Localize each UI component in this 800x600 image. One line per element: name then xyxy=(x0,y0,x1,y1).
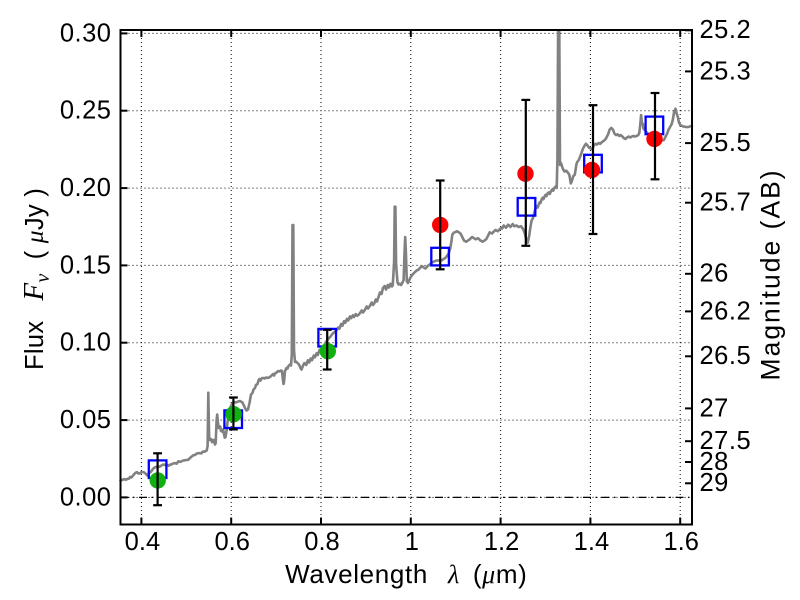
svg-text:0.25: 0.25 xyxy=(60,97,112,125)
svg-text:1: 1 xyxy=(405,528,419,556)
svg-text:25.5: 25.5 xyxy=(700,129,752,157)
svg-text:0.4: 0.4 xyxy=(125,528,160,556)
svg-text:0.05: 0.05 xyxy=(60,406,112,434)
svg-text:25.7: 25.7 xyxy=(700,189,752,217)
svg-text:1.2: 1.2 xyxy=(484,528,519,556)
svg-text:26.5: 26.5 xyxy=(700,342,752,370)
svg-text:0.15: 0.15 xyxy=(60,251,112,279)
svg-text:0.30: 0.30 xyxy=(60,19,112,47)
svg-text:27.5: 27.5 xyxy=(700,427,752,455)
svg-text:26: 26 xyxy=(700,260,729,288)
svg-text:1.6: 1.6 xyxy=(663,528,698,556)
svg-text:26.2: 26.2 xyxy=(700,297,752,325)
svg-text:25.3: 25.3 xyxy=(700,57,752,85)
svg-text:25.2: 25.2 xyxy=(700,16,752,44)
svg-text:0.8: 0.8 xyxy=(304,528,339,556)
svg-text:0.00: 0.00 xyxy=(60,483,112,511)
svg-text:FluxFν( μJy ): FluxFν( μJy ) xyxy=(18,188,54,370)
svg-text:28: 28 xyxy=(700,448,729,476)
svg-text:0.20: 0.20 xyxy=(60,174,112,202)
svg-text:Magnitude (AB): Magnitude (AB) xyxy=(756,168,786,380)
svg-text:1.4: 1.4 xyxy=(574,528,609,556)
svg-text:0.10: 0.10 xyxy=(60,329,112,357)
svg-text:0.6: 0.6 xyxy=(214,528,249,556)
svg-text:29: 29 xyxy=(700,469,729,497)
svg-text:27: 27 xyxy=(700,394,729,422)
